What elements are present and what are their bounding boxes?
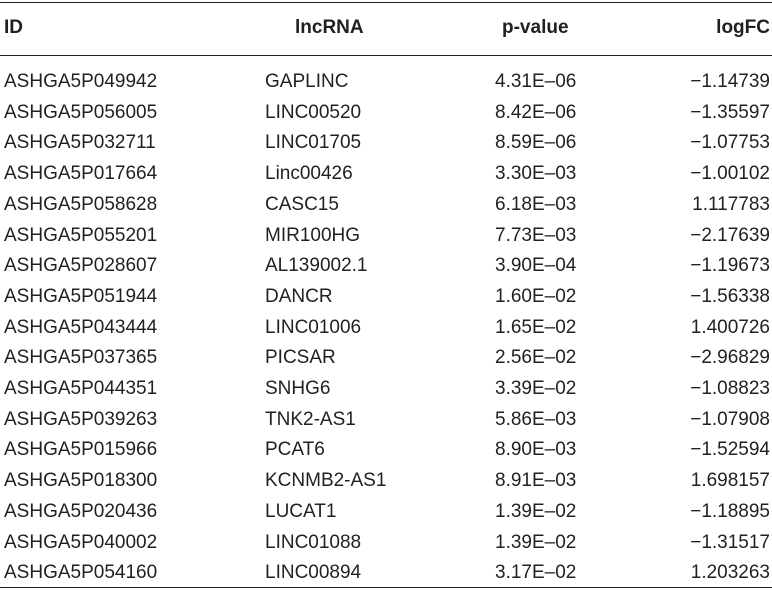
table-row: ASHGA5P049942 GAPLINC 4.31E–06 −1.14739 — [0, 67, 772, 97]
cell-lncrna: MIR100HG — [265, 224, 361, 246]
table-row: ASHGA5P020436 LUCAT1 1.39E–02 −1.18895 — [0, 497, 772, 527]
table-row: ASHGA5P051944 DANCR 1.60E–02 −1.56338 — [0, 282, 772, 312]
table-row: ASHGA5P018300 KCNMB2-AS1 8.91E–03 1.698157 — [0, 466, 772, 496]
header-p-value: p-value — [502, 17, 569, 38]
cell-logfc: 1.203263 — [690, 562, 770, 584]
table-row: ASHGA5P054160 LINC00894 3.17E–02 1.203263 — [0, 558, 772, 588]
cell-logfc: −1.14739 — [690, 71, 770, 92]
cell-logfc: −1.56338 — [690, 285, 770, 307]
cell-id: ASHGA5P044351 — [4, 378, 158, 399]
cell-lncrna: LINC01006 — [265, 316, 362, 338]
cell-lncrna: LINC01088 — [265, 531, 362, 553]
cell-logfc: 1.698157 — [690, 470, 770, 492]
cell-lncrna: TNK2-AS1 — [265, 408, 356, 430]
cell-logfc: −1.07908 — [690, 408, 770, 430]
cell-p-value: 3.17E–02 — [495, 562, 577, 584]
table-row: ASHGA5P032711 LINC01705 8.59E–06 −1.07753 — [0, 128, 772, 158]
cell-logfc: −1.08823 — [690, 378, 770, 399]
cell-id: ASHGA5P028607 — [4, 255, 158, 277]
table-row: ASHGA5P037365 PICSAR 2.56E–02 −2.96829 — [0, 343, 772, 373]
table-row: ASHGA5P044351 SNHG6 3.39E–02 −1.08823 — [0, 374, 772, 404]
cell-id: ASHGA5P055201 — [4, 224, 158, 246]
cell-p-value: 8.59E–06 — [495, 132, 577, 154]
cell-logfc: −1.52594 — [690, 439, 770, 461]
table-header-row: ID lncRNA p-value logFC — [0, 13, 772, 43]
cell-lncrna: SNHG6 — [265, 378, 331, 399]
header-id: ID — [4, 17, 23, 38]
cell-id: ASHGA5P017664 — [4, 163, 158, 185]
cell-lncrna: PICSAR — [265, 347, 336, 369]
cell-id: ASHGA5P054160 — [4, 562, 158, 584]
header-lncrna: lncRNA — [295, 17, 364, 38]
cell-p-value: 2.56E–02 — [495, 347, 577, 369]
cell-lncrna: Linc00426 — [265, 163, 353, 185]
table-row: ASHGA5P017664 Linc00426 3.30E–03 −1.00102 — [0, 159, 772, 189]
cell-p-value: 8.90E–03 — [495, 439, 577, 461]
cell-p-value: 1.60E–02 — [495, 285, 577, 307]
cell-p-value: 1.39E–02 — [495, 531, 577, 553]
cell-id: ASHGA5P018300 — [4, 470, 158, 492]
cell-p-value: 5.86E–03 — [495, 408, 577, 430]
cell-p-value: 3.39E–02 — [495, 378, 577, 399]
table-row: ASHGA5P028607 AL139002.1 3.90E–04 −1.19673 — [0, 251, 772, 281]
cell-id: ASHGA5P040002 — [4, 531, 158, 553]
cell-id: ASHGA5P056005 — [4, 101, 158, 123]
cell-logfc: −1.31517 — [690, 531, 770, 553]
cell-logfc: 1.117783 — [692, 193, 770, 215]
table-row: ASHGA5P040002 LINC01088 1.39E–02 −1.31517 — [0, 528, 772, 558]
cell-logfc: −2.17639 — [690, 224, 770, 246]
cell-logfc: 1.400726 — [690, 316, 770, 338]
cell-id: ASHGA5P015966 — [4, 439, 158, 461]
table-row: ASHGA5P058628 CASC15 6.18E–03 1.117783 — [0, 190, 772, 220]
table-bottom-rule — [0, 587, 772, 588]
cell-p-value: 6.18E–03 — [495, 193, 577, 215]
table-row: ASHGA5P043444 LINC01006 1.65E–02 1.400726 — [0, 313, 772, 343]
cell-p-value: 3.90E–04 — [495, 255, 577, 277]
table-row: ASHGA5P015966 PCAT6 8.90E–03 −1.52594 — [0, 435, 772, 465]
cell-id: ASHGA5P058628 — [4, 193, 158, 215]
cell-lncrna: AL139002.1 — [265, 255, 368, 277]
table-header-rule — [0, 55, 772, 56]
table-top-rule — [0, 2, 772, 3]
cell-lncrna: CASC15 — [265, 193, 339, 215]
cell-logfc: −1.35597 — [690, 101, 770, 123]
cell-logfc: −1.19673 — [690, 255, 770, 277]
cell-p-value: 8.42E–06 — [495, 101, 577, 123]
cell-logfc: −1.07753 — [690, 132, 770, 154]
cell-p-value: 3.30E–03 — [495, 163, 577, 185]
cell-logfc: −1.18895 — [690, 500, 770, 522]
cell-id: ASHGA5P043444 — [4, 316, 158, 338]
cell-lncrna: LINC01705 — [265, 132, 362, 154]
table-row: ASHGA5P055201 MIR100HG 7.73E–03 −2.17639 — [0, 221, 772, 251]
cell-logfc: −2.96829 — [690, 347, 770, 369]
cell-id: ASHGA5P020436 — [4, 500, 158, 522]
cell-p-value: 1.65E–02 — [495, 316, 577, 338]
cell-logfc: −1.00102 — [690, 163, 770, 185]
cell-p-value: 4.31E–06 — [495, 71, 577, 92]
cell-id: ASHGA5P039263 — [4, 408, 158, 430]
cell-lncrna: PCAT6 — [265, 439, 325, 461]
cell-lncrna: LUCAT1 — [265, 500, 337, 522]
cell-id: ASHGA5P037365 — [4, 347, 158, 369]
cell-lncrna: DANCR — [265, 285, 333, 307]
table-row: ASHGA5P056005 LINC00520 8.42E–06 −1.35597 — [0, 98, 772, 128]
cell-lncrna: LINC00520 — [265, 101, 362, 123]
cell-p-value: 1.39E–02 — [495, 500, 577, 522]
cell-p-value: 7.73E–03 — [495, 224, 577, 246]
cell-id: ASHGA5P049942 — [4, 71, 158, 92]
cell-lncrna: LINC00894 — [265, 562, 362, 584]
table-row: ASHGA5P039263 TNK2-AS1 5.86E–03 −1.07908 — [0, 405, 772, 435]
cell-id: ASHGA5P051944 — [4, 285, 158, 307]
cell-lncrna: GAPLINC — [265, 71, 349, 92]
header-logfc: logFC — [716, 17, 770, 38]
cell-id: ASHGA5P032711 — [4, 132, 156, 154]
cell-p-value: 8.91E–03 — [495, 470, 577, 492]
cell-lncrna: KCNMB2-AS1 — [265, 470, 387, 492]
